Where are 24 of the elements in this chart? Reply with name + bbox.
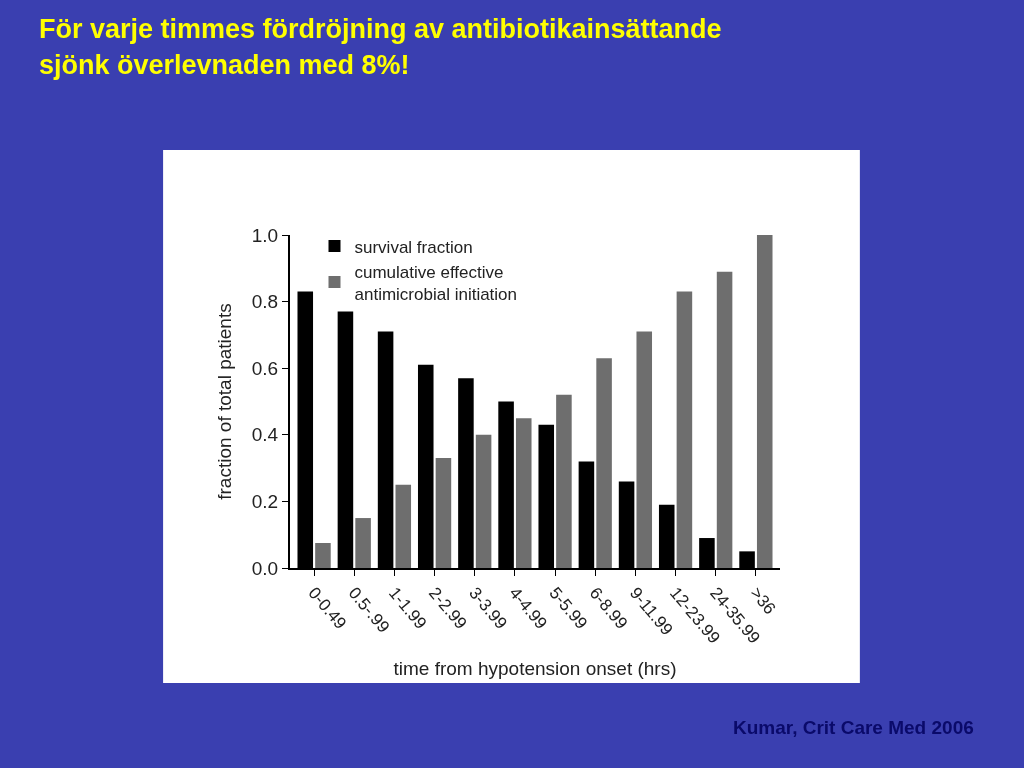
bar: [515, 418, 532, 568]
text: Kumar, Crit Care Med 2006: [733, 717, 974, 738]
bar: [556, 394, 572, 568]
bar: [315, 543, 331, 568]
bar: [435, 458, 452, 568]
bar: [716, 271, 733, 568]
bar: [355, 518, 371, 568]
bar: [596, 358, 612, 568]
bar: [475, 434, 492, 568]
y-tick-label: 0.6: [251, 357, 279, 379]
y-axis-title: fraction of total patients: [214, 303, 236, 500]
y-tick-label: 0.8: [251, 291, 279, 313]
y-tick-label: 0.4: [251, 424, 279, 446]
bar: [676, 291, 693, 568]
bar: [395, 484, 412, 568]
legend-label: cumulative effective antimicrobial initiation: [354, 262, 518, 304]
bar: [756, 235, 773, 568]
legend-label: survival fraction: [354, 237, 473, 257]
y-tick-label: 0.0: [251, 557, 279, 579]
chart-title: För varje timmes fördröjning av antibiotikainsättande sjönk överlevnaden med 8%!: [38, 14, 722, 80]
y-tick-label: 0.2: [251, 491, 279, 513]
y-tick-label: 1.0: [251, 224, 279, 246]
x-axis-title: time from hypotension onset (hrs): [393, 657, 677, 679]
bar: [636, 331, 653, 568]
